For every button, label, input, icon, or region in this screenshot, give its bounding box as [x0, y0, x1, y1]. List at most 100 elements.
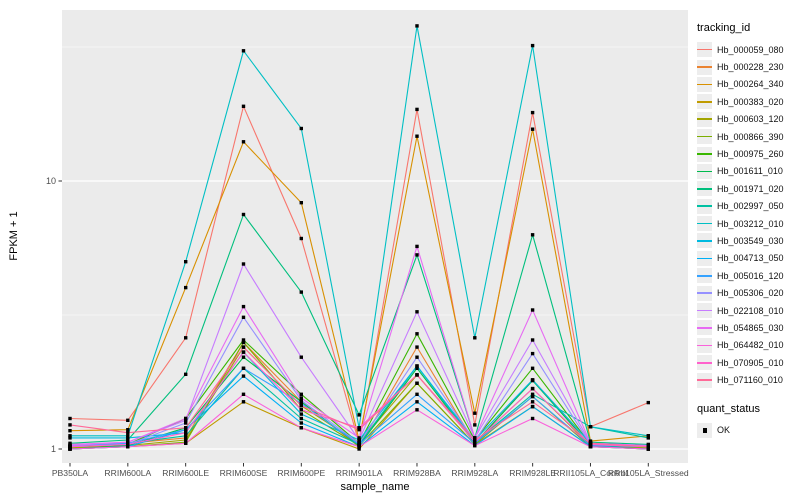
data-point [299, 392, 303, 396]
data-point [184, 260, 188, 264]
legend-key-swatch [697, 303, 712, 319]
data-point [530, 404, 535, 409]
legend-line-icon [697, 361, 712, 364]
data-point [241, 140, 246, 144]
data-point [357, 436, 361, 440]
x-tick-label: RRIM928LE [509, 468, 556, 478]
legend-line-icon [697, 344, 712, 347]
legend-item: Hb_001971_020 [697, 180, 800, 197]
data-point [299, 426, 303, 430]
legend-line-icon [697, 83, 712, 86]
data-point [646, 445, 650, 449]
data-point [241, 212, 246, 217]
data-point [646, 447, 650, 451]
data-point [68, 429, 72, 433]
data-point [126, 438, 130, 442]
data-point [126, 428, 130, 432]
data-point [646, 436, 650, 440]
legend: tracking_id Hb_000059_080 Hb_000228_230 Hb… [697, 22, 800, 439]
data-point [357, 428, 361, 432]
data-point [473, 336, 477, 340]
quant-status-key [697, 422, 712, 438]
data-point [530, 416, 535, 421]
legend-label: Hb_000603_120 [717, 114, 784, 125]
data-point [588, 445, 593, 449]
x-tick-label: RRIM928BA [393, 468, 441, 478]
legend-key-swatch [697, 163, 712, 179]
data-point [299, 421, 303, 425]
legend-line-icon [697, 309, 712, 312]
data-point [299, 398, 303, 402]
legend-label: Hb_071160_010 [717, 375, 783, 386]
data-point [241, 355, 246, 359]
legend-item: Hb_000264_340 [697, 76, 800, 93]
legend-label: Hb_005306_020 [717, 288, 784, 299]
legend-item: Hb_004713_050 [697, 250, 800, 267]
data-point [184, 441, 188, 445]
data-point [415, 24, 419, 28]
data-point [184, 426, 188, 430]
data-point [241, 366, 246, 370]
data-point [357, 426, 361, 430]
legend-key-swatch [697, 233, 712, 249]
y-axis-title: FPKM + 1 [8, 211, 20, 261]
data-point [357, 447, 361, 451]
legend-key-swatch [697, 42, 712, 58]
x-tick-label: RRIM928LA [451, 468, 498, 478]
legend-item: Hb_071160_010 [697, 371, 800, 388]
legend-title-quant-status: quant_status [697, 402, 760, 415]
data-point [530, 351, 535, 356]
quant-status-block: quant_status OK [697, 403, 800, 439]
data-point [530, 338, 535, 342]
legend-label: Hb_000975_260 [717, 149, 784, 160]
legend-item: Hb_000059_080 [697, 41, 800, 58]
legend-key-swatch [697, 372, 712, 388]
x-tick-label: RRII105LA_Control [553, 468, 628, 478]
data-point [68, 416, 72, 421]
legend-label: Hb_064482_010 [717, 340, 784, 351]
data-point [184, 418, 188, 422]
data-point [241, 400, 246, 404]
data-point [126, 434, 130, 438]
x-tick-label: RRIM901LA [336, 468, 383, 478]
data-point [415, 310, 419, 314]
data-point [184, 436, 188, 440]
legend-key-swatch [697, 111, 712, 127]
data-point [126, 445, 130, 449]
legend-key-swatch [697, 250, 712, 266]
data-point [241, 345, 246, 349]
data-point [299, 396, 303, 400]
data-point [530, 43, 535, 48]
legend-line-icon [697, 257, 712, 260]
legend-key-swatch [697, 320, 712, 336]
legend-line-icon [697, 379, 712, 381]
data-point [415, 381, 419, 385]
data-point [415, 366, 419, 370]
legend-title-tracking-id: tracking_id [697, 22, 751, 34]
data-point [473, 440, 477, 444]
legend-item: Hb_000383_020 [697, 93, 800, 110]
data-point [241, 338, 246, 342]
legend-item: Hb_000603_120 [697, 111, 800, 128]
legend-label: Hb_005016_120 [717, 270, 784, 281]
legend-label: Hb_000228_230 [717, 62, 784, 73]
legend-line-icon [697, 170, 712, 173]
data-point [126, 440, 130, 444]
data-point [415, 107, 419, 112]
legend-item: Hb_005306_020 [697, 284, 800, 301]
legend-line-icon [697, 153, 712, 155]
data-point [588, 425, 593, 429]
data-point [241, 340, 246, 345]
legend-key-swatch [697, 355, 712, 371]
legend-label: Hb_001971_020 [717, 183, 784, 194]
data-point [530, 308, 535, 312]
legend-key-swatch [697, 59, 712, 75]
data-point [68, 436, 72, 440]
data-point [68, 442, 72, 447]
legend-line-icon [697, 48, 712, 51]
x-tick-label: RRIM600SE [220, 468, 268, 478]
data-point [299, 408, 303, 412]
legend-key-swatch [697, 337, 712, 353]
